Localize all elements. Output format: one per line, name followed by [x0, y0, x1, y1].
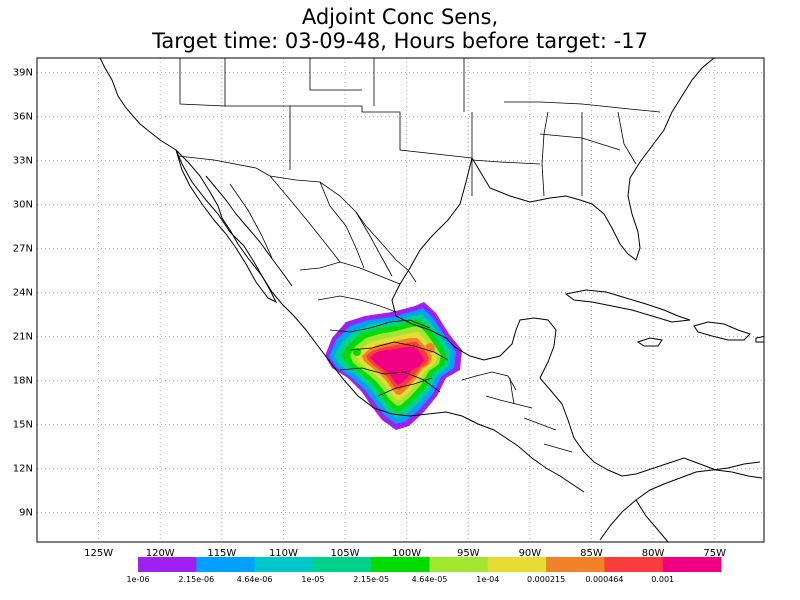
- colorbar-swatch: [371, 557, 430, 572]
- colorbar-label: 4.64e-06: [237, 575, 273, 584]
- lon-tick-label: 115W: [207, 548, 236, 559]
- lat-tick-label: 18N: [13, 376, 33, 387]
- plot-frame: [36, 57, 765, 543]
- colorbar-label: 1e-06: [126, 575, 149, 584]
- colorbar-labels: 1e-06 2.15e-06 4.64e-06 1e-05 2.15e-05 4.64e-…: [126, 575, 674, 584]
- colorbar-label: 1e-04: [476, 575, 499, 584]
- lon-tick-label: 120W: [146, 548, 175, 559]
- colorbar-label: 4.64e-05: [412, 575, 448, 584]
- lat-tick-label: 15N: [13, 420, 33, 431]
- sensitivity-plume: [325, 302, 462, 430]
- lon-tick-label: 75W: [703, 548, 726, 559]
- coastlines: [99, 58, 764, 542]
- lon-tick-labels: 125W 120W 115W 110W 105W 100W 95W 90W 85W 80W 75W: [84, 548, 726, 559]
- colorbar-swatch: [604, 557, 664, 572]
- lat-tick-label: 39N: [13, 68, 33, 79]
- colorbar-label: 2.15e-05: [353, 575, 389, 584]
- lat-tick-label: 24N: [13, 288, 33, 299]
- colorbar-swatch: [662, 557, 722, 572]
- lat-tick-label: 27N: [13, 244, 33, 255]
- colorbar-swatch: [546, 557, 605, 572]
- lon-tick-label: 110W: [269, 548, 298, 559]
- title-line-2: Target time: 03-09-48, Hours before targ…: [151, 29, 648, 53]
- lat-tick-label: 9N: [19, 508, 33, 519]
- lon-tick-label: 125W: [84, 548, 113, 559]
- lat-tick-labels: 39N 36N 33N 30N 27N 24N 21N 18N 15N 12N 9N: [13, 68, 33, 519]
- colorbar-label: 0.000464: [585, 575, 623, 584]
- lat-tick-label: 30N: [13, 200, 33, 211]
- colorbar: [138, 557, 722, 572]
- colorbar-label: 2.15e-06: [178, 575, 214, 584]
- lon-tick-label: 95W: [457, 548, 480, 559]
- lon-tick-label: 105W: [331, 548, 360, 559]
- colorbar-swatch: [487, 557, 547, 572]
- colorbar-swatch: [254, 557, 314, 572]
- colorbar-swatch: [196, 557, 256, 572]
- lon-tick-label: 90W: [519, 548, 542, 559]
- lat-tick-label: 36N: [13, 112, 33, 123]
- lat-tick-label: 21N: [13, 332, 33, 343]
- title-line-1: Adjoint Conc Sens,: [302, 5, 498, 29]
- colorbar-label: 0.000215: [527, 575, 565, 584]
- plot-area: [36, 57, 765, 543]
- lon-tick-label: 85W: [580, 548, 603, 559]
- lat-lon-grid: [37, 58, 764, 542]
- colorbar-swatch: [312, 557, 372, 572]
- political-borders: [177, 58, 661, 453]
- lon-tick-label: 100W: [392, 548, 421, 559]
- colorbar-swatch: [429, 557, 489, 572]
- lat-tick-label: 33N: [13, 156, 33, 167]
- lat-tick-label: 12N: [13, 464, 33, 475]
- colorbar-label: 0.001: [651, 575, 674, 584]
- colorbar-swatch: [138, 557, 197, 572]
- colorbar-label: 1e-05: [301, 575, 324, 584]
- lon-tick-label: 80W: [642, 548, 665, 559]
